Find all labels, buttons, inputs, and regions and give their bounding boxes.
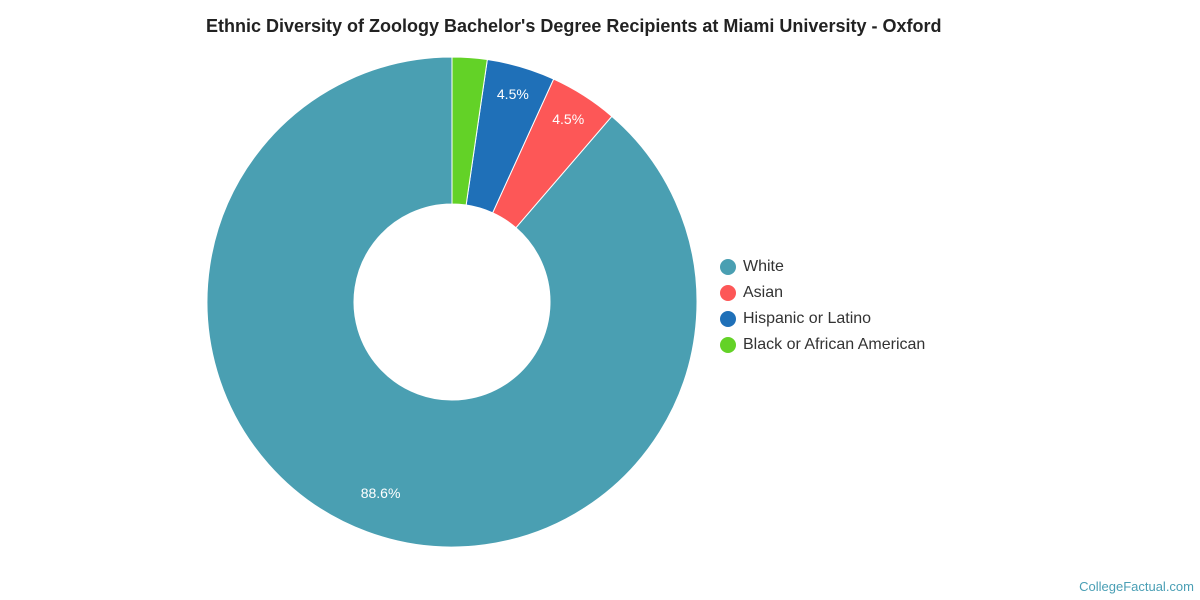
source-link[interactable]: CollegeFactual.com <box>1079 579 1194 594</box>
legend: White Asian Hispanic or Latino Black or … <box>720 254 925 358</box>
data-label-hispanic-or-latino: 4.5% <box>497 86 529 102</box>
legend-swatch-hispanic-or-latino <box>720 311 736 327</box>
legend-item-asian[interactable]: Asian <box>720 280 925 306</box>
legend-label-asian: Asian <box>743 284 784 301</box>
slice-white[interactable] <box>206 56 698 548</box>
legend-item-black-or-african-american[interactable]: Black or African American <box>720 332 925 358</box>
legend-label-black-or-african-american: Black or African American <box>743 336 926 353</box>
legend-label-hispanic-or-latino: Hispanic or Latino <box>743 310 872 327</box>
legend-item-hispanic-or-latino[interactable]: Hispanic or Latino <box>720 306 925 332</box>
data-label-white: 88.6% <box>361 485 401 501</box>
chart-title: Ethnic Diversity of Zoology Bachelor's D… <box>206 16 942 36</box>
legend-label-white: White <box>743 258 784 275</box>
data-label-asian: 4.5% <box>552 111 584 127</box>
legend-item-white[interactable]: White <box>720 254 925 280</box>
legend-swatch-black-or-african-american <box>720 337 736 353</box>
slice-black-or-african-american[interactable] <box>451 56 488 206</box>
legend-swatch-asian <box>720 285 736 301</box>
legend-swatch-white <box>720 259 736 275</box>
